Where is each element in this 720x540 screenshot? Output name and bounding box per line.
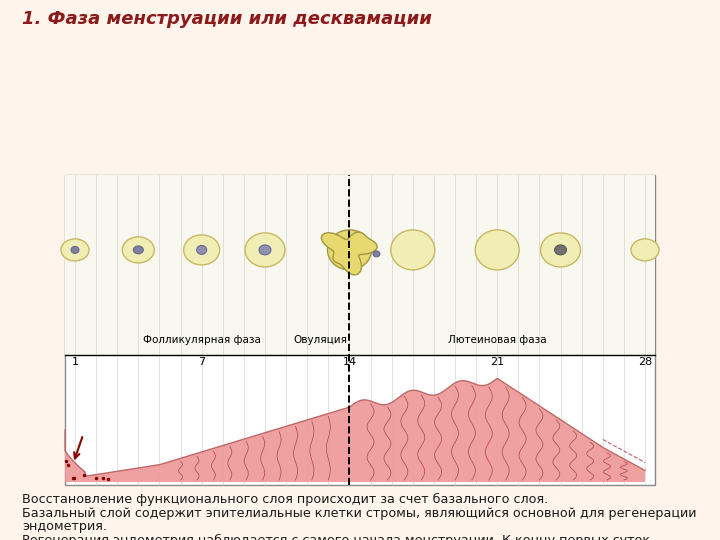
Text: 21: 21 [490,357,504,367]
Bar [65,175,655,485]
Ellipse shape [328,230,372,270]
Ellipse shape [71,246,79,253]
Bar [65,175,655,355]
Ellipse shape [631,239,659,261]
Ellipse shape [197,245,207,254]
Text: 1. Фаза менструации или десквамации: 1. Фаза менструации или десквамации [22,10,432,28]
Text: 7: 7 [198,357,205,367]
Text: 28: 28 [638,357,652,367]
Ellipse shape [259,245,271,255]
Ellipse shape [61,239,89,261]
Polygon shape [65,379,645,482]
Text: Базальный слой содержит эпителиальные клетки стромы, являющийся основной для рег: Базальный слой содержит эпителиальные кл… [22,507,696,519]
Text: Лютеиновая фаза: Лютеиновая фаза [448,335,546,345]
Ellipse shape [391,230,435,270]
Text: Регенерация эндометрия наблюдается с самого начала менструации. К концу первых с: Регенерация эндометрия наблюдается с сам… [22,534,650,540]
Text: Восстановление функционального слоя происходит за счет базального слоя.: Восстановление функционального слоя прои… [22,493,548,506]
Text: Овуляция: Овуляция [294,335,348,345]
Ellipse shape [373,251,380,257]
Ellipse shape [245,233,285,267]
Text: эндометрия.: эндометрия. [22,520,107,533]
Polygon shape [321,232,377,275]
Ellipse shape [475,230,519,270]
Ellipse shape [122,237,154,263]
Ellipse shape [184,235,220,265]
Text: 1: 1 [71,357,78,367]
Ellipse shape [541,233,580,267]
Text: Фолликулярная фаза: Фолликулярная фаза [143,335,261,345]
Text: 14: 14 [343,357,356,367]
Ellipse shape [133,246,143,254]
Ellipse shape [554,245,567,255]
